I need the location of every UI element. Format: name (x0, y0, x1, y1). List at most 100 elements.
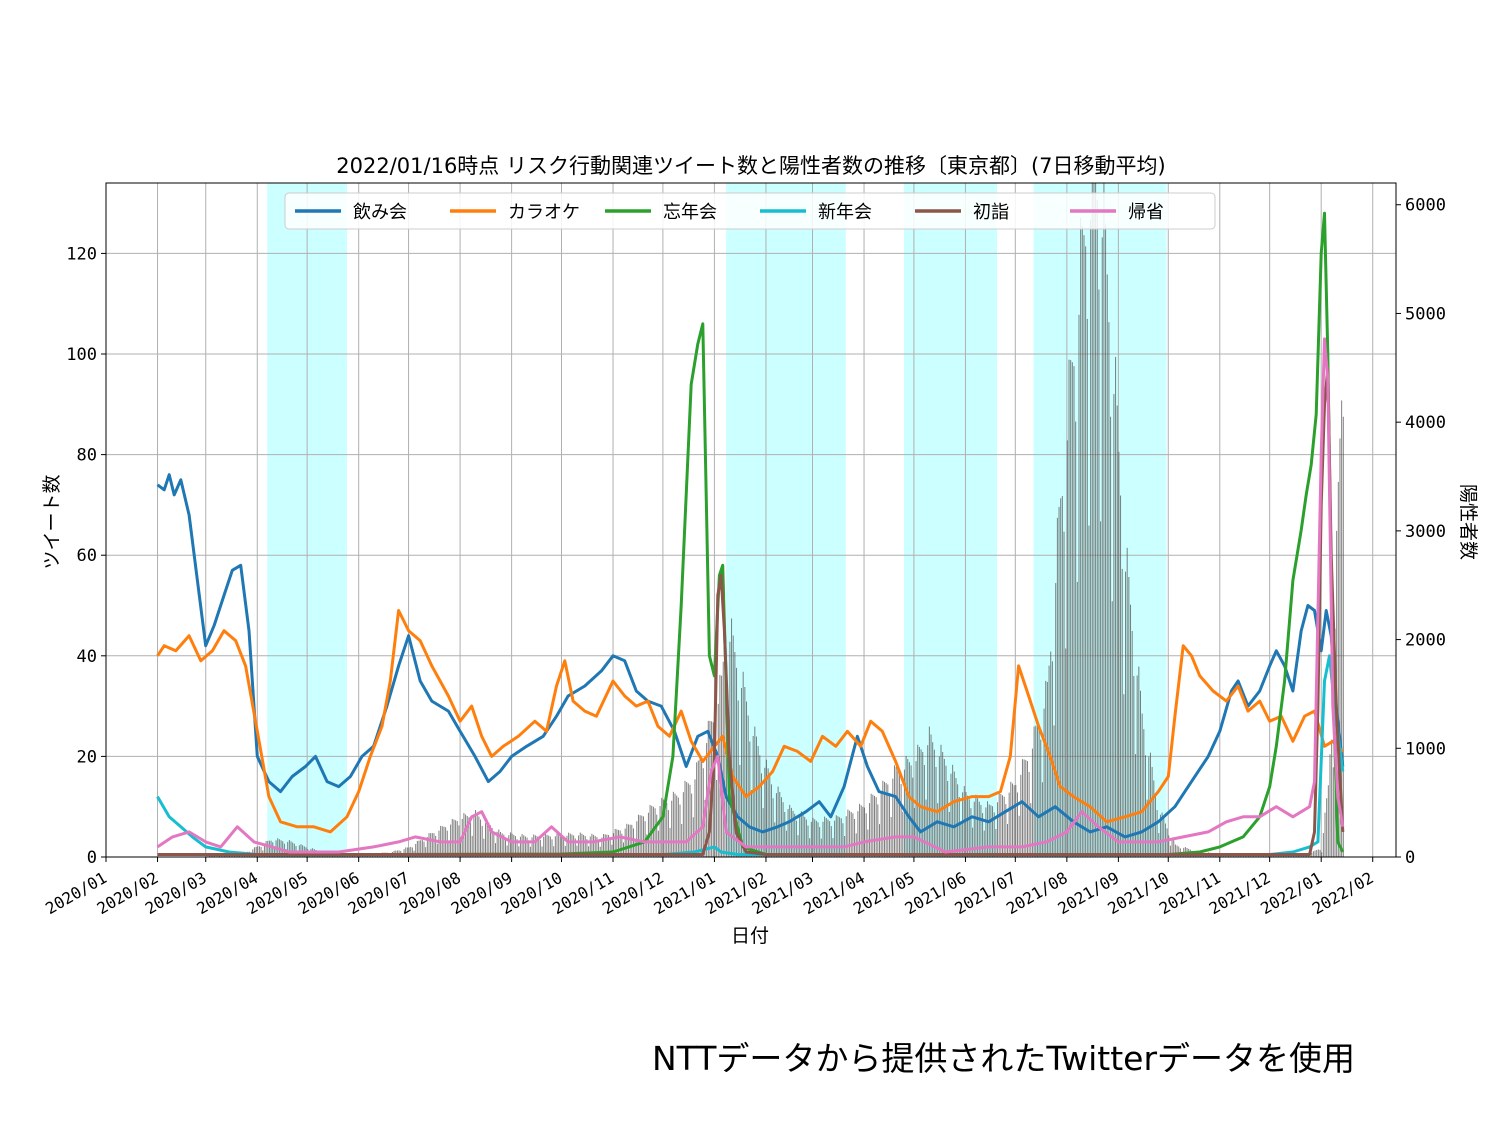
positive-cases-bar (603, 834, 605, 857)
positive-cases-bar (682, 792, 684, 857)
series-line-カラオケ (156, 609, 1344, 834)
positive-cases-bar (613, 833, 615, 857)
positive-cases-bar (1178, 846, 1180, 857)
positive-cases-bar (1005, 804, 1007, 857)
positive-cases-bar (721, 675, 723, 857)
positive-cases-bar (847, 809, 849, 857)
positive-cases-bar (1128, 576, 1130, 857)
positive-cases-bar (732, 635, 734, 857)
positive-cases-bar (1088, 525, 1090, 857)
positive-cases-bar (1065, 648, 1067, 857)
positive-cases-bar (1156, 810, 1158, 857)
positive-cases-bar (1060, 498, 1062, 857)
positive-cases-bar (499, 831, 501, 857)
positive-cases-bar (839, 817, 841, 857)
positive-cases-bar (699, 759, 701, 857)
positive-cases-bar (928, 726, 930, 857)
positive-cases-bar (466, 815, 468, 857)
positive-cases-bar (993, 812, 995, 857)
positive-cases-bar (506, 845, 508, 857)
positive-cases-bar (273, 848, 275, 857)
positive-cases-bar (342, 855, 344, 857)
positive-cases-bar (568, 832, 570, 857)
positive-cases-bar (518, 846, 520, 857)
positive-cases-bar (589, 836, 591, 857)
positive-cases-bar (332, 855, 334, 857)
shaded-period (903, 183, 998, 857)
positive-cases-bar (549, 836, 551, 857)
positive-cases-bar (689, 784, 691, 857)
positive-cases-bar (1035, 725, 1037, 857)
positive-cases-bar (606, 834, 608, 857)
positive-cases-bar (416, 840, 418, 857)
positive-cases-bar (1173, 840, 1175, 857)
positive-cases-bar (885, 783, 887, 857)
positive-cases-bar (421, 840, 423, 857)
positive-cases-bar (950, 773, 952, 857)
positive-cases-bar (626, 823, 628, 857)
positive-cases-bar (746, 701, 748, 857)
positive-cases-bar (671, 800, 673, 857)
y2-axis-label: 陽性者数 (1457, 484, 1479, 560)
positive-cases-bar (980, 804, 982, 857)
positive-cases-bar (864, 807, 866, 857)
positive-cases-bar (406, 847, 408, 857)
positive-cases-bar (267, 840, 269, 857)
positive-cases-bar (609, 837, 611, 857)
positive-cases-bar (1131, 630, 1133, 857)
positive-cases-bar (436, 843, 438, 857)
positive-cases-bar (1030, 803, 1032, 857)
positive-cases-bar (496, 831, 498, 857)
positive-cases-bar (882, 780, 884, 857)
positive-cases-bar (947, 781, 949, 857)
y2-tick-label: 4000 (1405, 413, 1446, 433)
positive-cases-bar (1043, 708, 1045, 857)
positive-cases-bar (988, 804, 990, 857)
positive-cases-bar (978, 801, 980, 857)
positive-cases-bar (686, 781, 688, 857)
positive-cases-bar (260, 847, 262, 857)
positive-cases-bar (494, 843, 496, 857)
positive-cases-bar (785, 830, 787, 857)
positive-cases-bar (812, 817, 814, 857)
positive-cases-bar (343, 855, 345, 857)
positive-cases-bar (293, 843, 295, 857)
positive-cases-bar (627, 824, 629, 857)
positive-cases-bar (357, 855, 359, 857)
positive-cases-bar (511, 833, 513, 857)
positive-cases-bar (883, 781, 885, 857)
positive-cases-bar (860, 805, 862, 857)
positive-cases-bar (210, 855, 212, 857)
positive-cases-bar (893, 765, 895, 857)
positive-cases-bar (1026, 761, 1028, 857)
positive-cases-bar (827, 819, 829, 857)
positive-cases-bar (1238, 855, 1240, 857)
positive-cases-bar (579, 832, 581, 857)
positive-cases-bar (634, 838, 636, 857)
positive-cases-bar (1115, 356, 1117, 857)
positive-cases-bar (486, 819, 488, 857)
positive-cases-bar (253, 847, 255, 857)
positive-cases-bar (1148, 756, 1150, 857)
positive-cases-bar (1083, 235, 1085, 857)
positive-cases-bar (825, 818, 827, 857)
positive-cases-bar (1141, 713, 1143, 857)
positive-cases-bar (1331, 739, 1333, 857)
positive-cases-bar (852, 813, 854, 857)
positive-cases-bar (285, 848, 287, 857)
positive-cases-bar (922, 751, 924, 857)
positive-cases-bar (1126, 547, 1128, 857)
positive-cases-bar (490, 825, 492, 857)
positive-cases-bar (1063, 531, 1065, 857)
positive-cases-bar (616, 829, 618, 857)
positive-cases-bar (1342, 416, 1344, 857)
positive-cases-bar (1028, 771, 1030, 857)
positive-cases-bar (1020, 774, 1022, 857)
positive-cases-bar (1098, 289, 1100, 857)
positive-cases-bar (358, 855, 360, 857)
positive-cases-bar (958, 796, 960, 857)
positive-cases-bar (263, 843, 265, 857)
positive-cases-bar (1329, 754, 1331, 857)
positive-cases-bar (578, 835, 580, 857)
series-line-新年会 (156, 654, 1345, 856)
